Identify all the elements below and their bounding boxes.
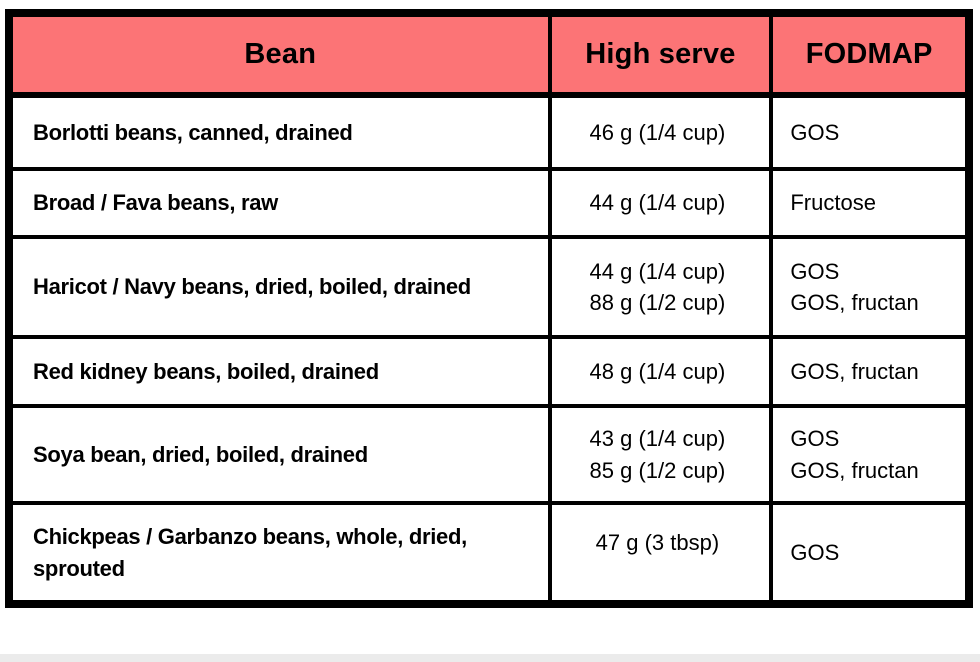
high-serve-cell: 46 g (1/4 cup) [547,93,774,171]
high-serve-line: 46 g (1/4 cup) [589,119,726,145]
fodmap-line: Fructose [790,190,876,216]
high-serve-cell: 43 g (1/4 cup) 85 g (1/2 cup) [547,404,774,505]
high-serve-line: 47 g (3 tbsp) [595,530,720,555]
table-header: Bean High serve FODMAP [7,11,971,98]
table-row: Red kidney beans, boiled, drained 48 g (… [7,335,971,408]
fodmap-cell: GOS GOS, fructan [769,404,971,505]
bean-name-cell: Soya bean, dried, boiled, drained [7,404,552,505]
header-row: Bean High serve FODMAP [7,11,971,98]
fodmap-line: GOS, fructan [790,457,919,483]
table-row: Borlotti beans, canned, drained 46 g (1/… [7,93,971,171]
table-row: Chickpeas / Garbanzo beans, whole, dried… [7,501,971,606]
bean-name-cell: Broad / Fava beans, raw [7,167,552,239]
bean-name-cell: Haricot / Navy beans, dried, boiled, dra… [7,235,552,339]
fodmap-line: GOS, fructan [790,358,919,384]
page-bottom-edge-strip [0,654,980,662]
fodmap-cell: GOS [769,93,971,171]
fodmap-line: GOS [790,426,840,452]
high-serve-line: 85 g (1/2 cup) [589,457,726,483]
bean-name-cell: Red kidney beans, boiled, drained [7,335,552,408]
bean-name-cell: Chickpeas / Garbanzo beans, whole, dried… [7,501,552,606]
high-serve-line: 44 g (1/4 cup) [589,258,726,284]
header-high-serve: High serve [547,11,774,98]
fodmap-line: GOS [790,119,840,145]
high-serve-cell: 44 g (1/4 cup) 88 g (1/2 cup) [547,235,774,339]
table-row: Soya bean, dried, boiled, drained 43 g (… [7,404,971,505]
header-bean: Bean [7,11,552,98]
high-serve-cell: 48 g (1/4 cup) [547,335,774,408]
table-row: Broad / Fava beans, raw 44 g (1/4 cup) F… [7,167,971,239]
table-figure: Bean High serve FODMAP Borlotti beans, c… [5,9,973,608]
fodmap-bean-table: Bean High serve FODMAP Borlotti beans, c… [5,9,973,608]
high-serve-line: 43 g (1/4 cup) [589,426,726,452]
fodmap-cell: GOS GOS, fructan [769,235,971,339]
high-serve-cell: 44 g (1/4 cup) [547,167,774,239]
fodmap-line: GOS [790,539,840,565]
fodmap-line: GOS [790,258,840,284]
fodmap-cell: GOS [769,501,971,606]
fodmap-line: GOS, fructan [790,290,919,315]
table-body: Borlotti beans, canned, drained 46 g (1/… [7,93,971,606]
fodmap-cell: GOS, fructan [769,335,971,408]
header-fodmap: FODMAP [769,11,971,98]
high-serve-line: 48 g (1/4 cup) [589,358,726,384]
high-serve-line: 44 g (1/4 cup) [589,190,726,216]
high-serve-cell: 47 g (3 tbsp) [547,501,774,606]
table-row: Haricot / Navy beans, dried, boiled, dra… [7,235,971,339]
high-serve-line: 88 g (1/2 cup) [589,290,726,315]
fodmap-cell: Fructose [769,167,971,239]
bean-name-cell: Borlotti beans, canned, drained [7,93,552,171]
